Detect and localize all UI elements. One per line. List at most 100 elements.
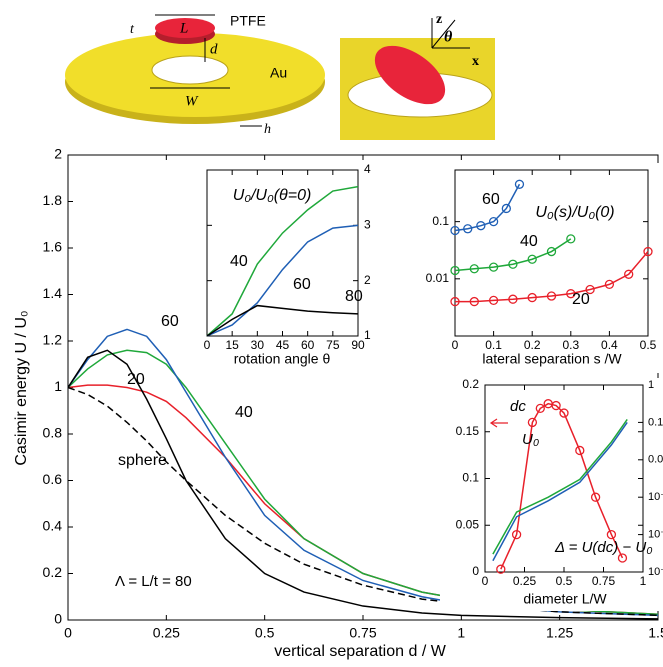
series-label: 60 — [293, 276, 311, 293]
marker — [450, 296, 460, 307]
y-tick-label: 0.1 — [432, 214, 449, 228]
y2-tick-label: 0.01 — [648, 454, 663, 466]
axis-arrow — [489, 418, 508, 428]
x-tick-label: 90 — [351, 338, 365, 352]
marker — [488, 262, 499, 272]
marker — [501, 203, 511, 214]
y-tick-label: 1.8 — [43, 192, 63, 208]
marker — [508, 294, 518, 304]
series-label: dc — [510, 398, 526, 415]
series-line — [500, 402, 624, 570]
marker — [527, 417, 538, 428]
diagram-left: PTFE Au t L d W h — [65, 13, 325, 137]
series-line — [492, 419, 628, 555]
x-tick-label: 0.2 — [524, 338, 541, 352]
x-tick-label: 0.5 — [255, 625, 275, 641]
z-label: z — [436, 12, 442, 27]
marker — [450, 265, 460, 276]
marker — [463, 224, 473, 234]
y2-tick-label: 1 — [648, 379, 654, 391]
y-tick-label: 3 — [364, 218, 371, 232]
marker — [514, 179, 525, 189]
marker — [604, 279, 615, 290]
series-line — [454, 238, 572, 272]
x-axis-label: lateral separation s /W — [482, 351, 622, 367]
marker — [643, 246, 653, 257]
chart: 0 0.25 0.5 0.75 1 0 0.05 0.1 0.15 0.2 10⁻⁵ 10⁻⁴ 10⁻³… — [440, 377, 663, 611]
series-label: Δ = U(dc) − U₀ — [554, 539, 653, 556]
marker — [527, 292, 537, 303]
x-tick-label: 0 — [482, 574, 489, 588]
inset-title: U₀/U₀(θ=0) — [233, 187, 312, 204]
x-axis-label: diameter L/W — [523, 591, 607, 607]
puck — [155, 18, 215, 38]
marker — [585, 284, 595, 295]
y-tick-label: 0.05 — [456, 517, 480, 531]
y-tick-label: 0.2 — [43, 564, 63, 580]
marker — [566, 234, 576, 244]
y-tick-label: 1.4 — [43, 285, 63, 301]
tilted-puck — [374, 45, 446, 105]
y-axis-label: Casimir energy U / U₀ — [13, 310, 30, 465]
marker — [546, 246, 557, 257]
chart: 0 15 30 45 60 75 901 2 3 4 rotation angle θ U₀/U₀(θ… — [200, 162, 375, 373]
series-line — [455, 251, 649, 303]
series-label: 80 — [345, 288, 363, 305]
x-tick-label: 15 — [225, 338, 239, 352]
y-tick-label: 1.6 — [43, 239, 63, 255]
x-tick-label: 0.4 — [601, 338, 618, 352]
marker — [450, 225, 460, 236]
y-tick-label: 4 — [364, 162, 371, 176]
x-tick-label: 0.5 — [640, 338, 657, 352]
theta-label: θ — [444, 29, 453, 46]
x-tick-label: 0 — [204, 338, 211, 352]
y-tick-label: 0.4 — [43, 518, 63, 534]
x-tick-label: 0.25 — [153, 625, 180, 641]
inset-background — [200, 163, 375, 373]
y-tick-label: 2 — [54, 146, 62, 162]
marker — [476, 221, 486, 231]
inset-background — [420, 163, 660, 373]
x-tick-label: 0 — [64, 625, 72, 641]
series-line — [67, 349, 659, 620]
marker — [496, 564, 506, 574]
x-tick-label: 1 — [640, 574, 647, 588]
series-label: 40 — [230, 253, 248, 270]
y2-tick-label: 10⁻³ — [648, 491, 663, 503]
x-tick-label: 60 — [301, 338, 315, 352]
y-tick-label: 1 — [364, 328, 371, 342]
x-label: x — [472, 54, 479, 69]
plot-frame — [454, 169, 649, 337]
y2-tick-label: 0.1 — [648, 416, 663, 428]
annotation: Λ = L/t = 80 — [115, 573, 192, 590]
y-tick-label: 1.2 — [43, 332, 63, 348]
series-label: 20 — [572, 291, 590, 308]
au-label: Au — [270, 65, 287, 81]
marker — [527, 254, 537, 264]
y-tick-label: 0.01 — [426, 271, 450, 285]
series-label: sphere — [118, 452, 167, 469]
series-line — [206, 304, 359, 337]
x-tick-label: 0.25 — [513, 574, 537, 588]
x-tick-label: 30 — [251, 338, 265, 352]
hole — [151, 55, 229, 85]
y-tick-label: 0.6 — [43, 471, 63, 487]
series-label: U₀ — [522, 431, 539, 448]
y-tick-label: 0.15 — [456, 424, 480, 438]
t-label: t — [130, 22, 135, 37]
marker — [469, 264, 479, 274]
y-tick-label: 0.1 — [462, 471, 479, 485]
series-label: 40 — [520, 233, 538, 250]
x-tick-label: 75 — [326, 338, 340, 352]
x-tick-label: 0 — [452, 338, 459, 352]
y-tick-label: 2 — [364, 273, 371, 287]
x-tick-label: 1.5 — [648, 625, 663, 641]
marker — [617, 553, 628, 563]
y-tick-label: 0 — [54, 611, 62, 627]
series-label: 60 — [482, 191, 500, 208]
y-tick-label: 0 — [472, 564, 479, 578]
tilt-axis — [431, 19, 456, 49]
x-tick-label: 45 — [276, 338, 290, 352]
